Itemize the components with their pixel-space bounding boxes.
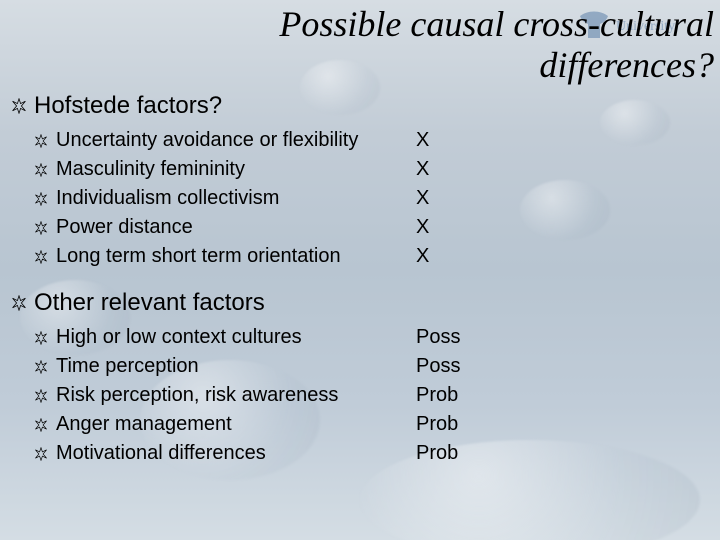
item-value: Prob xyxy=(416,381,496,410)
slide-body: Hofstede factors? Uncertainty avoidance … xyxy=(10,92,710,468)
maltese-cross-icon xyxy=(10,97,28,115)
item-label: Time perception xyxy=(56,352,416,381)
maltese-cross-icon xyxy=(32,190,50,208)
maltese-cross-icon xyxy=(32,329,50,347)
item-value: Poss xyxy=(416,352,496,381)
section-heading-hofstede: Hofstede factors? xyxy=(10,92,710,120)
item-value: X xyxy=(416,126,496,155)
maltese-cross-icon xyxy=(32,132,50,150)
maltese-cross-icon xyxy=(32,416,50,434)
maltese-cross-icon xyxy=(32,358,50,376)
maltese-cross-icon xyxy=(32,219,50,237)
maltese-cross-icon xyxy=(32,445,50,463)
item-value: X xyxy=(416,155,496,184)
maltese-cross-icon xyxy=(10,294,28,312)
item-value: Poss xyxy=(416,323,496,352)
list-item: Power distance X xyxy=(32,213,710,242)
item-label: Anger management xyxy=(56,410,416,439)
list-item: Uncertainty avoidance or flexibility X xyxy=(32,126,710,155)
maltese-cross-icon xyxy=(32,387,50,405)
list-item: High or low context cultures Poss xyxy=(32,323,710,352)
item-label: Motivational differences xyxy=(56,439,416,468)
heading-text: Other relevant factors xyxy=(34,289,265,317)
item-value: X xyxy=(416,242,496,271)
item-value: Prob xyxy=(416,439,496,468)
item-label: Power distance xyxy=(56,213,416,242)
maltese-cross-icon xyxy=(32,248,50,266)
list-item: Masculinity femininity X xyxy=(32,155,710,184)
item-label: Masculinity femininity xyxy=(56,155,416,184)
item-label: Long term short term orientation xyxy=(56,242,416,271)
item-value: X xyxy=(416,184,496,213)
title-line-2: differences? xyxy=(279,45,714,86)
item-label: Uncertainty avoidance or flexibility xyxy=(56,126,416,155)
list-item: Risk perception, risk awareness Prob xyxy=(32,381,710,410)
item-label: Individualism collectivism xyxy=(56,184,416,213)
list-item: Motivational differences Prob xyxy=(32,439,710,468)
list-item: Individualism collectivism X xyxy=(32,184,710,213)
item-value: Prob xyxy=(416,410,496,439)
heading-text: Hofstede factors? xyxy=(34,92,222,120)
maltese-cross-icon xyxy=(32,161,50,179)
item-value: X xyxy=(416,213,496,242)
title-line-1: Possible causal cross-cultural xyxy=(279,4,714,45)
list-item: Anger management Prob xyxy=(32,410,710,439)
item-label: High or low context cultures xyxy=(56,323,416,352)
list-item: Time perception Poss xyxy=(32,352,710,381)
item-label: Risk perception, risk awareness xyxy=(56,381,416,410)
slide-title: Possible causal cross-cultural differenc… xyxy=(279,4,714,87)
list-item: Long term short term orientation X xyxy=(32,242,710,271)
section-heading-other: Other relevant factors xyxy=(10,289,710,317)
